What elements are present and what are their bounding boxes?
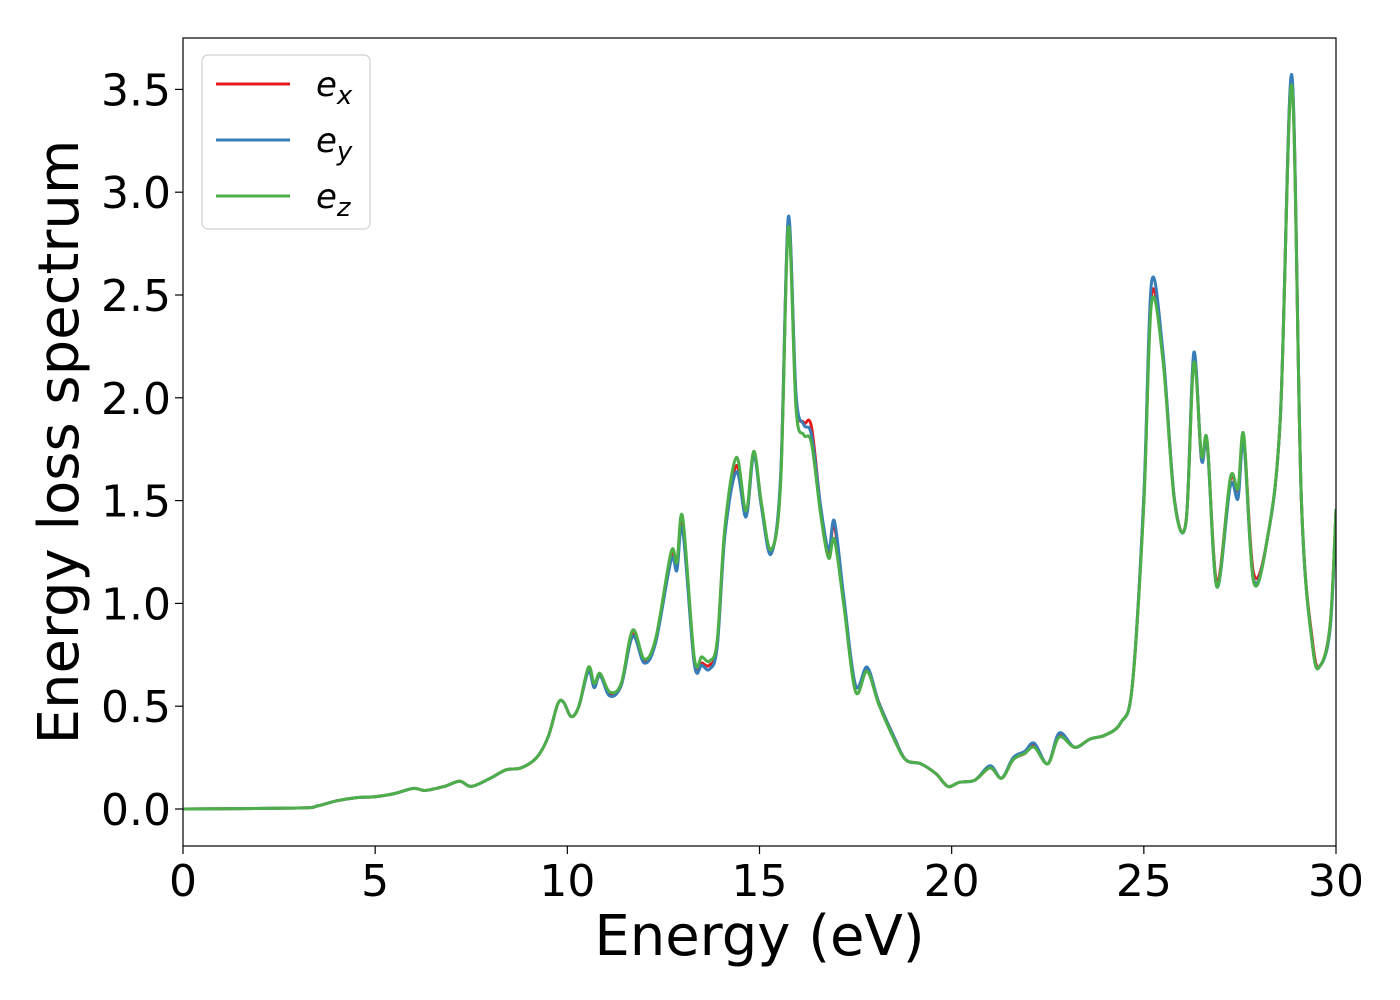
- x-tick-label: 15: [732, 856, 788, 907]
- legend-label: ey: [316, 121, 353, 167]
- legend: ex ey ez: [201, 54, 371, 230]
- series-line-ez: [183, 83, 1336, 811]
- x-axis-label: Energy (eV): [594, 904, 924, 969]
- y-tick-label: 0.0: [101, 785, 171, 836]
- y-tick-label: 2.5: [101, 271, 171, 322]
- y-axis-label: Energy loss spectrum: [27, 140, 92, 745]
- x-tick-label: 30: [1308, 856, 1364, 907]
- x-tick-label: 5: [361, 856, 389, 907]
- x-tick-label: 10: [539, 856, 595, 907]
- x-tick-label: 20: [924, 856, 980, 907]
- y-tick-label: 0.5: [101, 682, 171, 733]
- legend-label: ez: [316, 177, 352, 223]
- x-tick-label: 0: [169, 856, 197, 907]
- y-tick-label: 3.0: [101, 168, 171, 219]
- x-axis: 0 5 10 15 20 25 30: [169, 846, 1364, 907]
- y-axis: 0.0 0.5 1.0 1.5 2.0 2.5 3.0 3.5: [101, 65, 183, 836]
- legend-label: ex: [316, 65, 353, 111]
- y-tick-label: 3.5: [101, 65, 171, 116]
- y-tick-label: 1.5: [101, 477, 171, 528]
- plot-lines: [183, 73, 1336, 811]
- legend-box: [201, 54, 371, 230]
- x-tick-label: 25: [1116, 856, 1172, 907]
- y-tick-label: 1.0: [101, 579, 171, 630]
- y-tick-label: 2.0: [101, 374, 171, 425]
